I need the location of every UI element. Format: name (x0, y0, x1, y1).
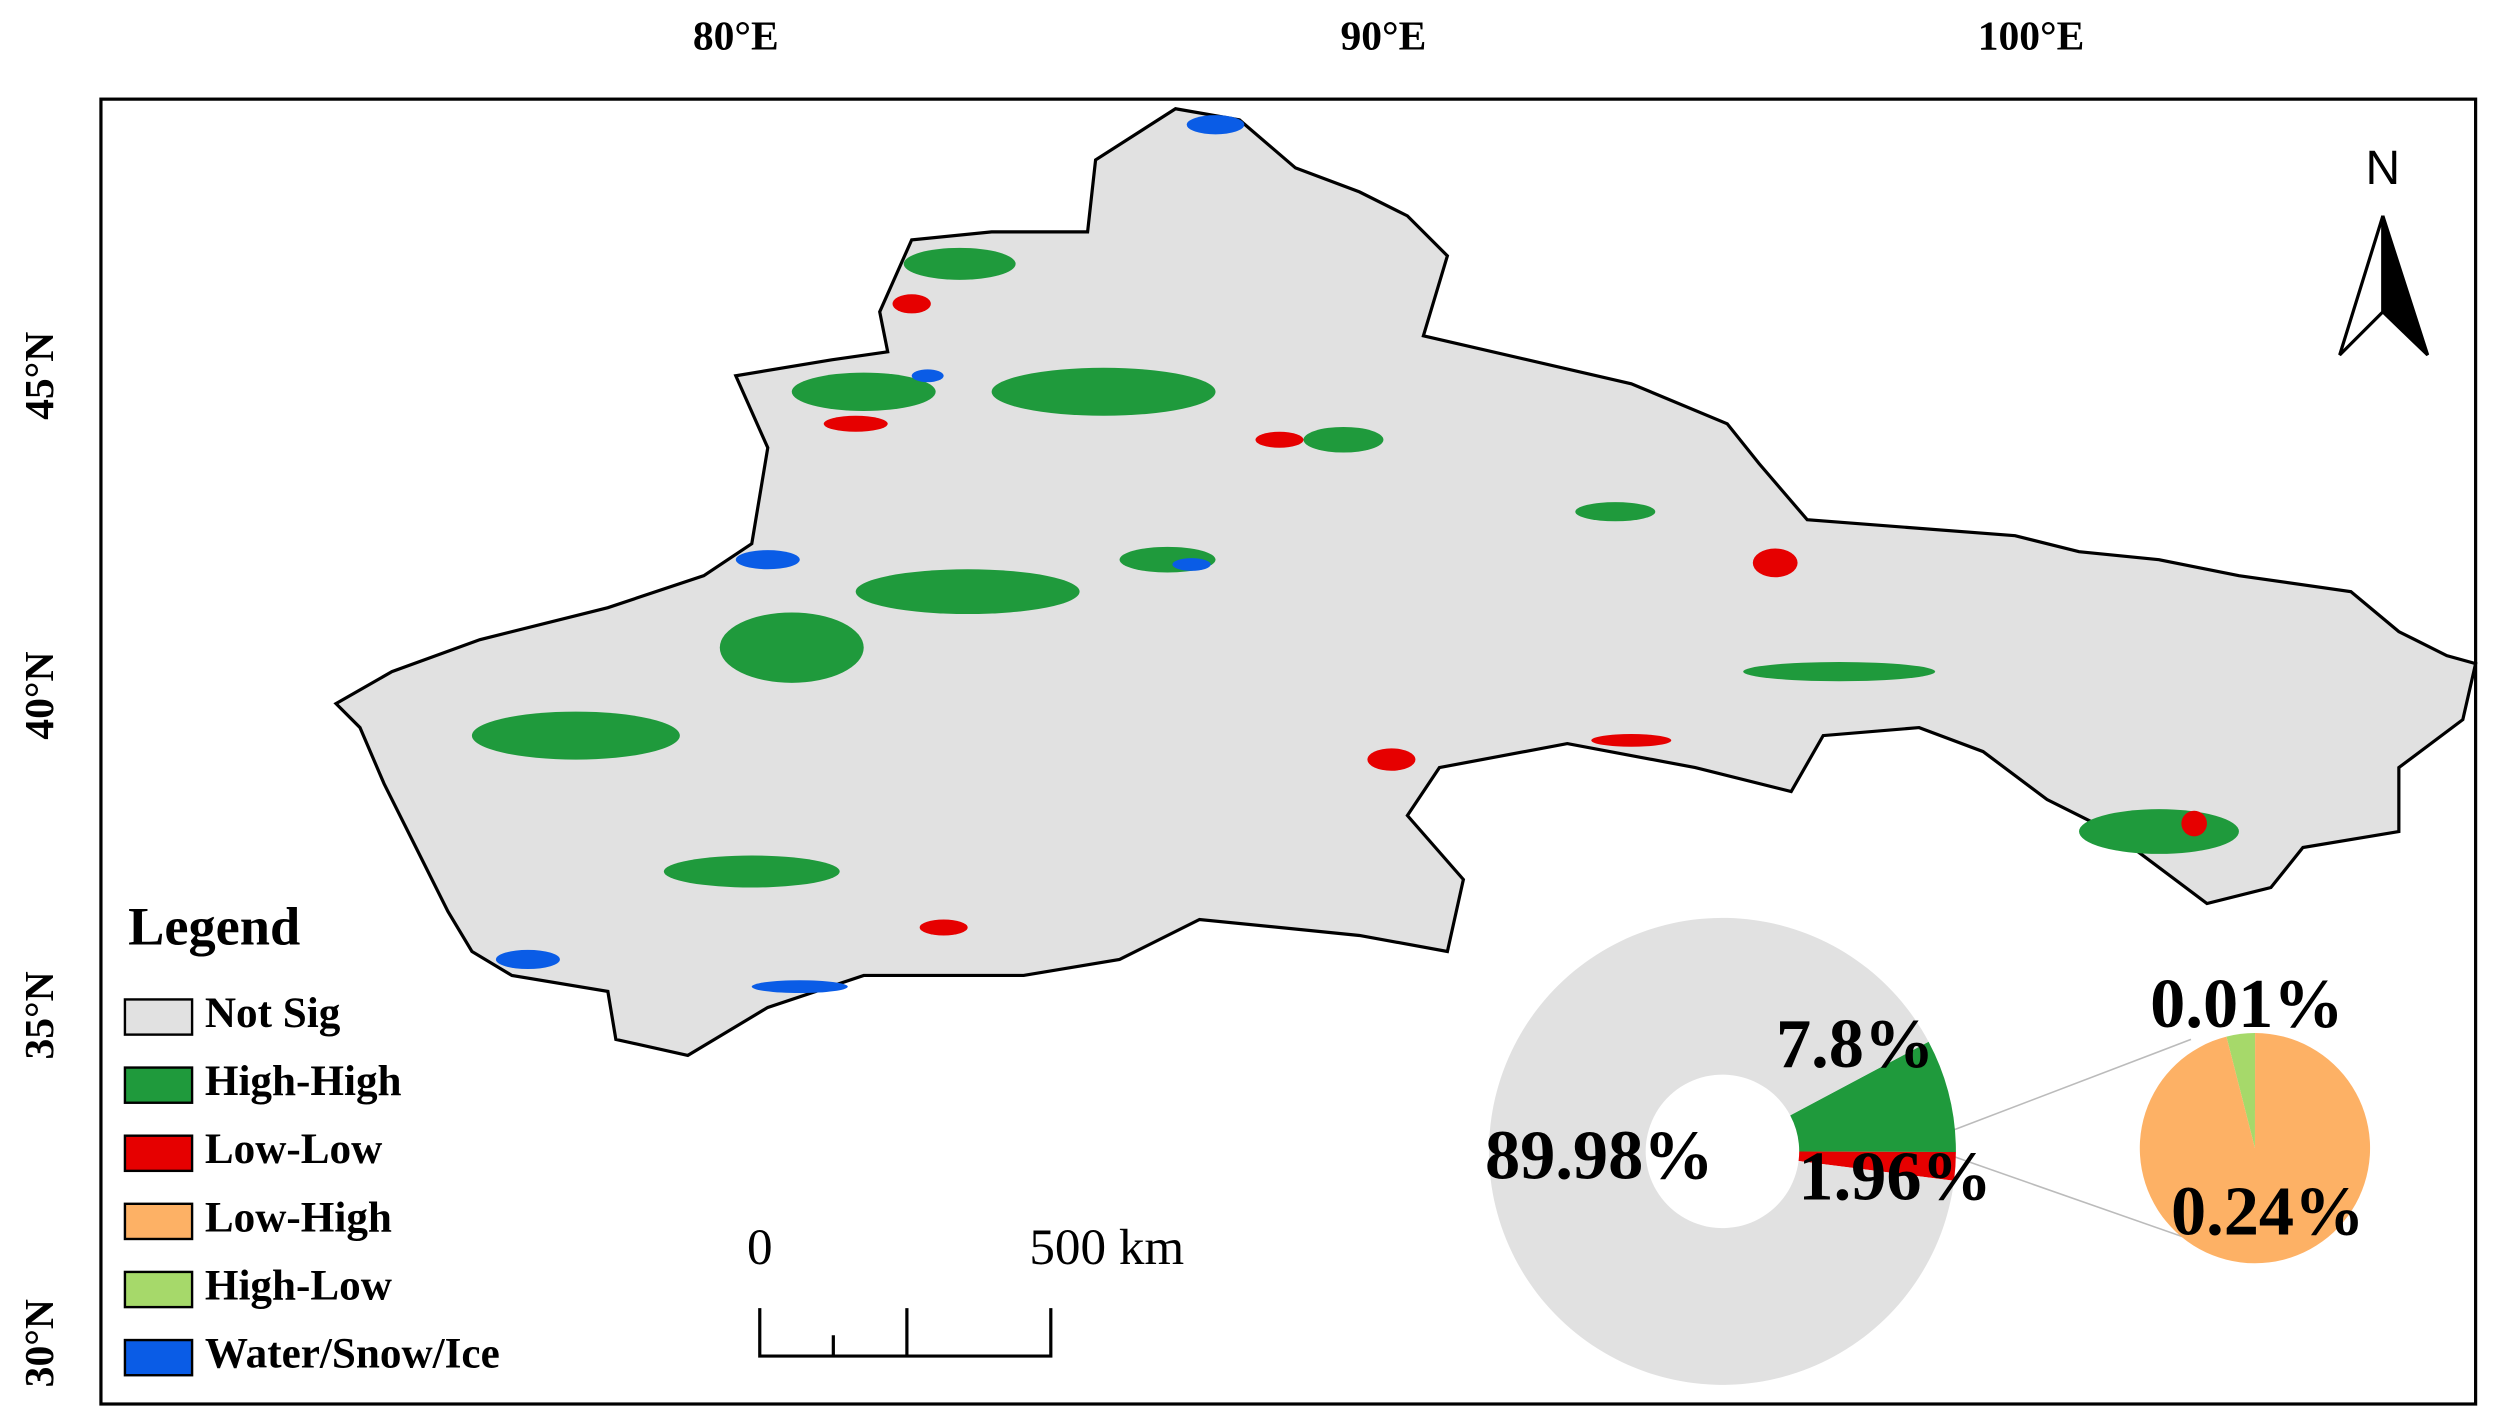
pies: 7.8% 1.96% 89.98% 0.01% 0.24% (1485, 917, 2371, 1385)
slice-label: 0.01% (2150, 965, 2344, 1043)
lon-label: 90°E (1340, 13, 1426, 59)
lon-label: 100°E (1978, 13, 2085, 59)
legend-label: High-Low (205, 1262, 392, 1309)
north-arrow: N (2338, 142, 2430, 357)
legend-label: High-High (205, 1058, 402, 1105)
legend-swatch (123, 1066, 194, 1104)
pie-slice (1790, 1041, 1956, 1152)
legend-swatch (123, 1338, 194, 1377)
pie-slice (1798, 1151, 1956, 1181)
lat-label: 35°N (16, 971, 62, 1059)
legend-label: Water/Snow/Ice (205, 1331, 500, 1378)
scale-bar: 0 500 km (747, 1219, 1184, 1358)
legend: Legend Not Sig High-High Low-Low Low-High Hi… (123, 897, 500, 1378)
region (333, 107, 2478, 1058)
legend-label: Low-Low (205, 1126, 382, 1173)
legend-swatch (123, 1202, 194, 1241)
scale-start: 0 (747, 1219, 773, 1276)
legend-label: Not Sig (205, 990, 341, 1037)
lat-label: 45°N (16, 332, 62, 420)
pie-slice (2139, 1033, 2371, 1264)
legend-swatch (123, 998, 194, 1036)
legend-swatch (123, 1134, 194, 1173)
pie-slice (1488, 917, 1955, 1385)
pie-slice (2226, 1033, 2256, 1149)
north-label: N (2366, 142, 2401, 195)
pie-connectors (1947, 1038, 2205, 1245)
lat-label: 40°N (16, 652, 62, 740)
cluster-patches (471, 115, 2239, 994)
legend-swatch (123, 1270, 194, 1309)
slice-label: 7.8% (1776, 1005, 1934, 1083)
lon-label: 80°E (693, 13, 779, 59)
slice-label: 89.98% (1485, 1117, 1714, 1195)
scale-end: 500 km (1029, 1219, 1184, 1276)
legend-label: Low-High (205, 1194, 392, 1241)
legend-title: Legend (128, 897, 300, 957)
slice-label: 0.24% (2171, 1173, 2365, 1251)
slice-label: 1.96% (1798, 1137, 1992, 1215)
lat-label: 30°N (16, 1299, 62, 1387)
